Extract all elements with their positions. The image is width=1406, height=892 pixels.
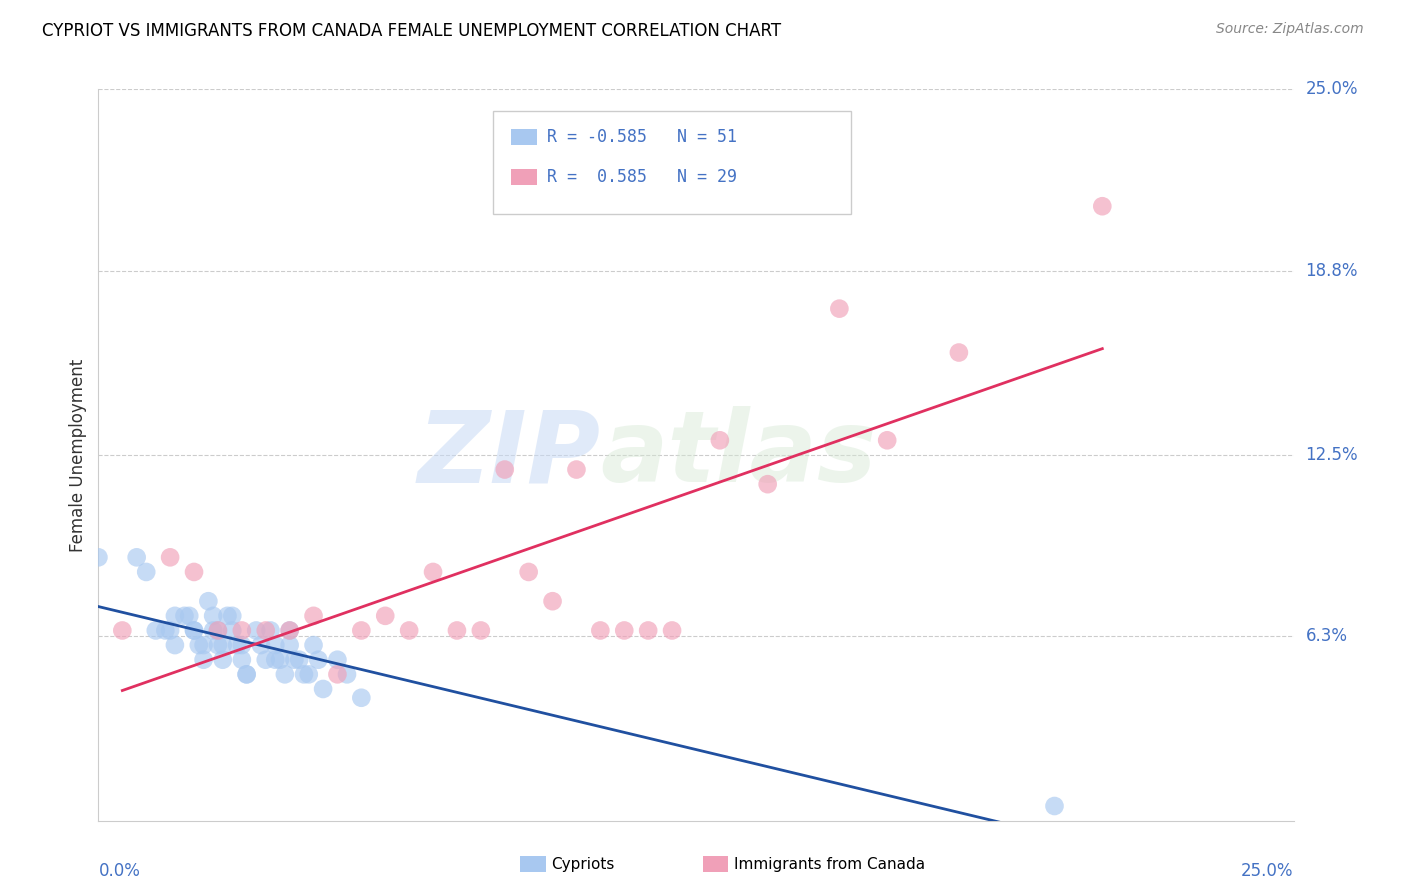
Text: atlas: atlas <box>600 407 877 503</box>
Point <box>292 667 315 681</box>
Point <box>398 624 420 638</box>
Point <box>298 667 321 681</box>
Point <box>202 624 225 638</box>
Point <box>1043 799 1066 814</box>
Point <box>470 624 492 638</box>
Text: 18.8%: 18.8% <box>1305 261 1358 279</box>
Point <box>278 638 301 652</box>
Text: Immigrants from Canada: Immigrants from Canada <box>734 857 925 871</box>
Text: CYPRIOT VS IMMIGRANTS FROM CANADA FEMALE UNEMPLOYMENT CORRELATION CHART: CYPRIOT VS IMMIGRANTS FROM CANADA FEMALE… <box>42 22 782 40</box>
Point <box>264 653 287 667</box>
Point <box>245 624 267 638</box>
Text: R = -0.585   N = 51: R = -0.585 N = 51 <box>547 128 737 145</box>
Point <box>312 681 335 696</box>
Point <box>326 653 349 667</box>
Point <box>179 608 201 623</box>
Point <box>517 565 540 579</box>
Point <box>422 565 444 579</box>
Point <box>221 624 243 638</box>
Point <box>283 653 305 667</box>
Point <box>235 667 257 681</box>
Point <box>235 667 257 681</box>
FancyBboxPatch shape <box>510 169 537 185</box>
Point <box>565 462 588 476</box>
Text: 25.0%: 25.0% <box>1241 862 1294 880</box>
Point <box>288 653 311 667</box>
Text: 12.5%: 12.5% <box>1305 446 1358 464</box>
FancyBboxPatch shape <box>494 112 851 213</box>
Point <box>211 638 233 652</box>
Point <box>613 624 636 638</box>
Text: Source: ZipAtlas.com: Source: ZipAtlas.com <box>1216 22 1364 37</box>
Point <box>541 594 564 608</box>
Point <box>254 653 277 667</box>
Point <box>111 624 134 638</box>
Point <box>207 638 229 652</box>
Point <box>589 624 612 638</box>
Point <box>193 653 215 667</box>
Point <box>274 667 297 681</box>
Point <box>159 550 181 565</box>
Point <box>155 624 177 638</box>
Point <box>350 624 373 638</box>
Point <box>163 608 186 623</box>
FancyBboxPatch shape <box>510 128 537 145</box>
Point <box>350 690 373 705</box>
Point <box>197 594 219 608</box>
Text: 0.0%: 0.0% <box>98 862 141 880</box>
Point <box>278 624 301 638</box>
Point <box>173 608 195 623</box>
Point <box>87 550 110 565</box>
Text: 25.0%: 25.0% <box>1305 80 1358 98</box>
Point <box>254 624 277 638</box>
Point <box>1091 199 1114 213</box>
Point <box>307 653 329 667</box>
Point <box>259 624 281 638</box>
Point <box>756 477 779 491</box>
Point <box>494 462 516 476</box>
Point <box>125 550 148 565</box>
Y-axis label: Female Unemployment: Female Unemployment <box>69 359 87 551</box>
Point <box>159 624 181 638</box>
Text: ZIP: ZIP <box>418 407 600 503</box>
Point <box>709 434 731 448</box>
Point <box>231 638 253 652</box>
Point <box>264 638 287 652</box>
Point <box>183 624 205 638</box>
Point <box>828 301 851 316</box>
Point <box>231 624 253 638</box>
Point <box>207 624 229 638</box>
Point <box>326 667 349 681</box>
Point <box>163 638 186 652</box>
Point <box>221 608 243 623</box>
Point <box>374 608 396 623</box>
Point <box>207 624 229 638</box>
Point <box>135 565 157 579</box>
Point <box>446 624 468 638</box>
Point <box>202 608 225 623</box>
Point <box>145 624 167 638</box>
Point <box>183 624 205 638</box>
Point <box>948 345 970 359</box>
Point <box>876 434 898 448</box>
Point <box>217 608 239 623</box>
Text: 6.3%: 6.3% <box>1305 627 1347 645</box>
Point <box>637 624 659 638</box>
Text: Cypriots: Cypriots <box>551 857 614 871</box>
Point <box>336 667 359 681</box>
Point <box>183 565 205 579</box>
Point <box>231 653 253 667</box>
Point <box>187 638 209 652</box>
Point <box>302 638 325 652</box>
Point <box>211 653 233 667</box>
Text: R =  0.585   N = 29: R = 0.585 N = 29 <box>547 168 737 186</box>
Point <box>193 638 215 652</box>
Point <box>269 653 291 667</box>
Point <box>278 624 301 638</box>
Point <box>661 624 683 638</box>
Point <box>226 638 249 652</box>
Point <box>250 638 273 652</box>
Point <box>302 608 325 623</box>
